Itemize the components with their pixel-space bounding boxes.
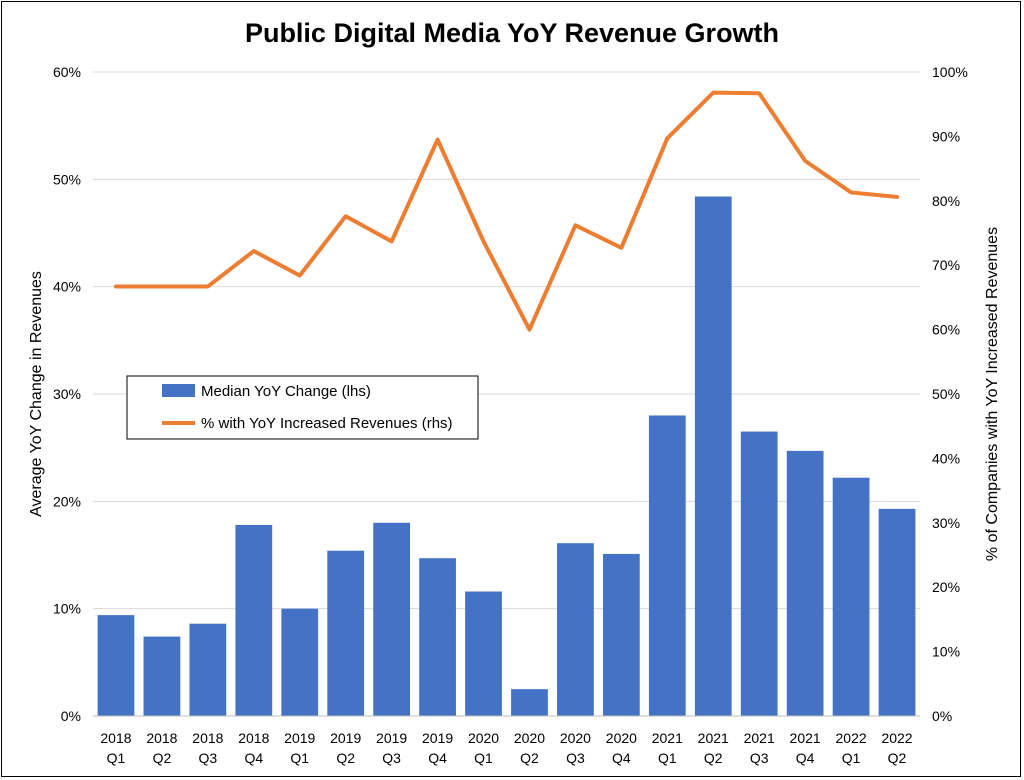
right-tick-label: 10% (932, 644, 960, 660)
right-tick-label: 70% (932, 257, 960, 273)
bar (694, 196, 732, 717)
left-tick-label: 40% (53, 279, 81, 295)
x-tick-year: 2020 (560, 730, 591, 746)
x-tick-quarter: Q3 (750, 750, 769, 766)
bar (648, 415, 686, 716)
right-tick-label: 20% (932, 579, 960, 595)
bar (235, 524, 273, 716)
bar (419, 558, 456, 716)
right-tick-label: 40% (932, 450, 960, 466)
x-tick-quarter: Q4 (796, 750, 815, 766)
left-tick-label: 50% (53, 171, 81, 187)
right-tick-label: 100% (932, 64, 968, 80)
x-tick-year: 2021 (698, 730, 729, 746)
x-tick-year: 2019 (422, 730, 453, 746)
left-tick-label: 0% (61, 708, 81, 724)
left-axis-title: Average YoY Change in Revenues (28, 271, 45, 517)
x-tick-year: 2018 (192, 730, 223, 746)
bar (327, 550, 365, 716)
x-tick-quarter: Q2 (153, 750, 172, 766)
line-series (113, 90, 900, 332)
x-tick-quarter: Q1 (658, 750, 677, 766)
bar (602, 553, 640, 716)
x-tick-year: 2018 (100, 730, 131, 746)
x-axis-ticks: 2018 Q1 2018 Q2 2018 Q3 2018 Q4 2019 Q1 2019 Q2 2019… (100, 730, 912, 766)
x-tick-quarter: Q1 (474, 750, 493, 766)
bar (189, 623, 227, 716)
x-tick-quarter: Q1 (290, 750, 309, 766)
bar (557, 543, 594, 716)
bar (511, 689, 548, 716)
chart-title: Public Digital Media YoY Revenue Growth (245, 18, 779, 48)
bar (373, 522, 411, 716)
x-tick-quarter: Q2 (336, 750, 355, 766)
line-path (113, 90, 900, 332)
bar (465, 591, 502, 716)
right-tick-label: 60% (932, 322, 960, 338)
x-tick-quarter: Q4 (612, 750, 631, 766)
x-tick-year: 2019 (330, 730, 361, 746)
left-tick-label: 20% (53, 493, 81, 509)
x-tick-year: 2020 (514, 730, 545, 746)
x-tick-quarter: Q4 (244, 750, 263, 766)
right-tick-label: 80% (932, 193, 960, 209)
x-tick-quarter: Q3 (199, 750, 218, 766)
left-axis-ticks: 0% 10% 20% 30% 40% 50% 60% (53, 64, 81, 724)
x-tick-year: 2022 (881, 730, 912, 746)
bar (143, 636, 181, 716)
right-axis-ticks: 0% 10% 20% 30% 40% 50% 60% 70% 80% 90% 100% (932, 64, 968, 724)
left-tick-label: 10% (53, 601, 81, 617)
x-tick-year: 2021 (744, 730, 775, 746)
x-tick-quarter: Q1 (107, 750, 126, 766)
right-tick-label: 50% (932, 386, 960, 402)
legend: Median YoY Change (lhs) % with YoY Incre… (126, 375, 479, 440)
bar (97, 615, 135, 716)
x-tick-quarter: Q4 (428, 750, 447, 766)
x-tick-year: 2018 (146, 730, 177, 746)
x-tick-year: 2020 (468, 730, 499, 746)
legend-label-bars: Median YoY Change (lhs) (201, 383, 371, 400)
bar (740, 431, 778, 716)
x-tick-year: 2019 (284, 730, 315, 746)
x-tick-year: 2022 (836, 730, 867, 746)
right-axis-title: % of Companies with YoY Increased Revenu… (984, 227, 1001, 561)
bar (281, 608, 319, 716)
left-tick-label: 60% (53, 64, 81, 80)
bar (832, 477, 870, 716)
bar-series (97, 196, 916, 717)
x-tick-year: 2018 (238, 730, 269, 746)
x-tick-year: 2020 (606, 730, 637, 746)
x-tick-quarter: Q2 (704, 750, 723, 766)
x-tick-year: 2021 (652, 730, 683, 746)
right-tick-label: 30% (932, 515, 960, 531)
x-tick-quarter: Q3 (566, 750, 585, 766)
bar (786, 450, 824, 716)
x-tick-year: 2019 (376, 730, 407, 746)
left-tick-label: 30% (53, 386, 81, 402)
x-tick-quarter: Q2 (520, 750, 539, 766)
x-tick-year: 2021 (790, 730, 821, 746)
bar (878, 508, 916, 716)
x-tick-quarter: Q1 (842, 750, 861, 766)
x-tick-quarter: Q3 (382, 750, 401, 766)
right-tick-label: 0% (932, 708, 952, 724)
right-tick-label: 90% (932, 128, 960, 144)
legend-bar-swatch (162, 384, 195, 397)
x-tick-quarter: Q2 (888, 750, 907, 766)
legend-label-line: % with YoY Increased Revenues (rhs) (201, 415, 453, 432)
